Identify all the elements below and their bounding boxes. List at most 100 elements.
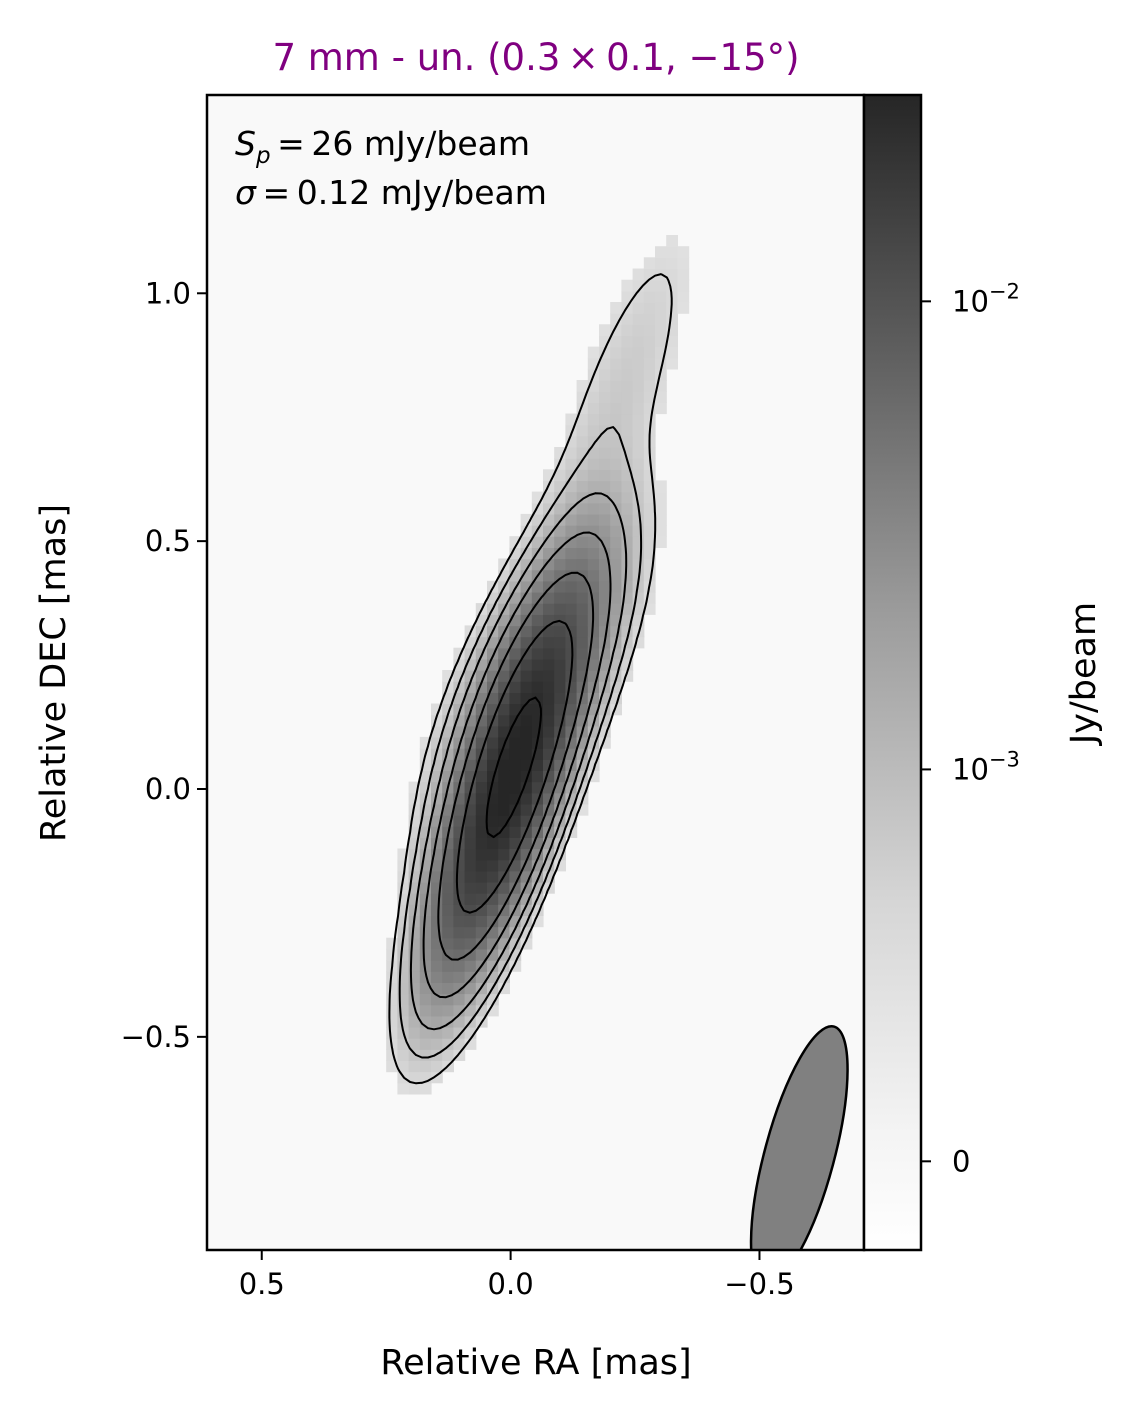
- map-pixel: [610, 692, 622, 705]
- map-pixel: [498, 647, 510, 660]
- map-pixel: [576, 536, 589, 548]
- map-pixel: [565, 569, 578, 582]
- beam-ellipse: [749, 1024, 849, 1250]
- map-pixel: [610, 346, 622, 359]
- map-pixel: [587, 346, 600, 359]
- map-pixel: [587, 525, 600, 537]
- map-pixel: [520, 881, 533, 894]
- map-pixel: [599, 625, 611, 638]
- map-pixel: [408, 893, 421, 905]
- map-pixel: [498, 681, 510, 693]
- map-pixel: [621, 591, 634, 604]
- map-pixel: [442, 870, 454, 883]
- map-pixel: [677, 257, 690, 270]
- map-pixel: [442, 803, 454, 816]
- map-pixel: [576, 491, 589, 504]
- map-pixel: [431, 759, 443, 771]
- map-pixel: [587, 647, 600, 660]
- map-pixel: [498, 971, 510, 983]
- y-axis: −0.5 0.0 0.5 1.0: [121, 276, 207, 1054]
- map-pixel: [498, 792, 510, 805]
- map-pixel: [509, 536, 522, 548]
- map-pixel: [520, 859, 533, 872]
- map-pixel: [453, 926, 466, 939]
- map-pixel: [498, 748, 510, 760]
- map-pixel: [498, 915, 510, 928]
- map-pixel: [520, 558, 533, 571]
- map-pixel: [599, 725, 611, 738]
- map-pixel: [543, 703, 555, 716]
- map-pixel: [610, 547, 622, 560]
- map-pixel: [543, 603, 555, 615]
- map-pixel: [464, 859, 477, 872]
- map-pixel: [565, 413, 578, 426]
- map-pixel: [621, 424, 634, 437]
- map-pixel: [442, 692, 454, 705]
- map-pixel: [464, 826, 477, 838]
- map-pixel: [475, 937, 488, 950]
- map-pixel: [408, 837, 421, 850]
- plot-area: [205, 93, 866, 1252]
- map-pixel: [442, 948, 454, 961]
- contour-level-3: [409, 492, 628, 1031]
- map-pixel: [554, 781, 566, 794]
- map-pixel: [509, 725, 522, 738]
- map-pixel: [621, 469, 634, 482]
- map-pixel: [453, 859, 466, 872]
- map-pixel: [621, 547, 634, 560]
- map-pixel: [565, 480, 578, 493]
- map-pixel: [397, 948, 410, 961]
- map-pixel: [599, 447, 611, 459]
- map-pixel: [531, 904, 544, 916]
- map-pixel: [587, 725, 600, 738]
- map-pixel: [543, 580, 555, 593]
- contour-level-1: [388, 273, 673, 1085]
- map-pixel: [554, 670, 566, 682]
- map-pixel: [554, 603, 566, 615]
- map-pixel: [498, 881, 510, 894]
- map-pixel: [632, 513, 645, 526]
- map-pixel: [498, 937, 510, 950]
- map-pixel: [498, 569, 510, 582]
- map-pixel: [520, 837, 533, 850]
- map-pixel: [498, 826, 510, 838]
- map-pixel: [431, 815, 443, 827]
- map-pixel: [643, 324, 656, 337]
- map-pixel: [621, 368, 634, 381]
- map-pixel: [610, 558, 622, 571]
- map-pixel: [419, 926, 432, 939]
- map-pixel: [587, 536, 600, 548]
- map-pixel: [599, 435, 611, 448]
- map-pixel: [621, 569, 634, 582]
- map-pixel: [554, 770, 566, 783]
- map-pixel: [453, 725, 466, 738]
- map-pixel: [431, 1071, 443, 1084]
- map-pixel: [487, 971, 499, 983]
- map-pixel: [419, 937, 432, 950]
- contour-level-7: [485, 696, 542, 839]
- map-pixel: [643, 536, 656, 548]
- map-pixel: [587, 435, 600, 448]
- map-pixel: [419, 1049, 432, 1061]
- map-pixel: [487, 670, 499, 682]
- map-pixel: [464, 692, 477, 705]
- map-pixel: [487, 915, 499, 928]
- map-pixel: [464, 904, 477, 916]
- x-tick-label: 0.0: [488, 1267, 534, 1301]
- map-pixel: [487, 1004, 499, 1017]
- map-pixel: [621, 658, 634, 671]
- map-pixel: [531, 815, 544, 827]
- map-pixel: [397, 1038, 410, 1050]
- map-pixel: [621, 647, 634, 660]
- map-pixel: [397, 960, 410, 972]
- map-pixel: [475, 703, 488, 716]
- map-pixel: [475, 826, 488, 838]
- map-pixel: [520, 513, 533, 526]
- map-pixel: [554, 491, 566, 504]
- map-pixel: [587, 424, 600, 437]
- colorbar-ticks: 0 10−3 10−2: [921, 279, 1020, 1178]
- map-pixel: [565, 770, 578, 783]
- map-pixel: [543, 547, 555, 560]
- map-pixel: [408, 1071, 421, 1084]
- map-pixel: [610, 703, 622, 716]
